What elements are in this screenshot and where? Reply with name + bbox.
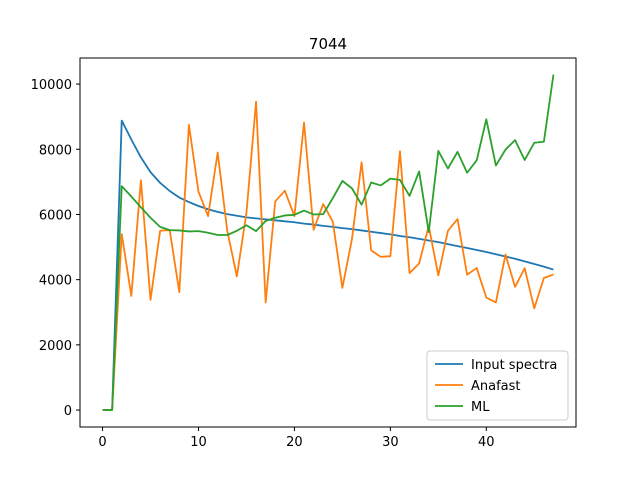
y-tick-label-1: 2000 [39, 339, 72, 354]
x-tick-label-3: 30 [382, 435, 399, 450]
legend-label-0: Input spectra [471, 358, 557, 373]
series-line-0 [102, 119, 554, 411]
x-tick-label-4: 40 [478, 435, 495, 450]
series-line-1 [102, 100, 554, 411]
axes-layer: 0 10 20 30 40 0 2000 4000 6000 8000 10000 [31, 57, 577, 450]
y-tick-label-4: 8000 [39, 143, 72, 158]
chart-title: 7044 [309, 35, 347, 53]
legend-label-1: Anafast [471, 379, 521, 394]
x-tick-label-2: 20 [286, 435, 303, 450]
legend-box [426, 350, 569, 421]
series-line-2 [102, 74, 555, 411]
y-tick-label-0: 0 [64, 404, 72, 419]
y-tick-label-2: 4000 [39, 274, 72, 289]
x-tick-label-0: 0 [98, 435, 106, 450]
y-tick-label-3: 6000 [39, 208, 72, 223]
y-tick-label-5: 10000 [31, 78, 72, 93]
x-tick-label-1: 10 [190, 435, 207, 450]
legend-label-2: ML [471, 400, 490, 415]
legend: Input spectra Anafast ML [426, 350, 569, 421]
plot-frame [79, 57, 577, 428]
series-layer [102, 74, 555, 411]
